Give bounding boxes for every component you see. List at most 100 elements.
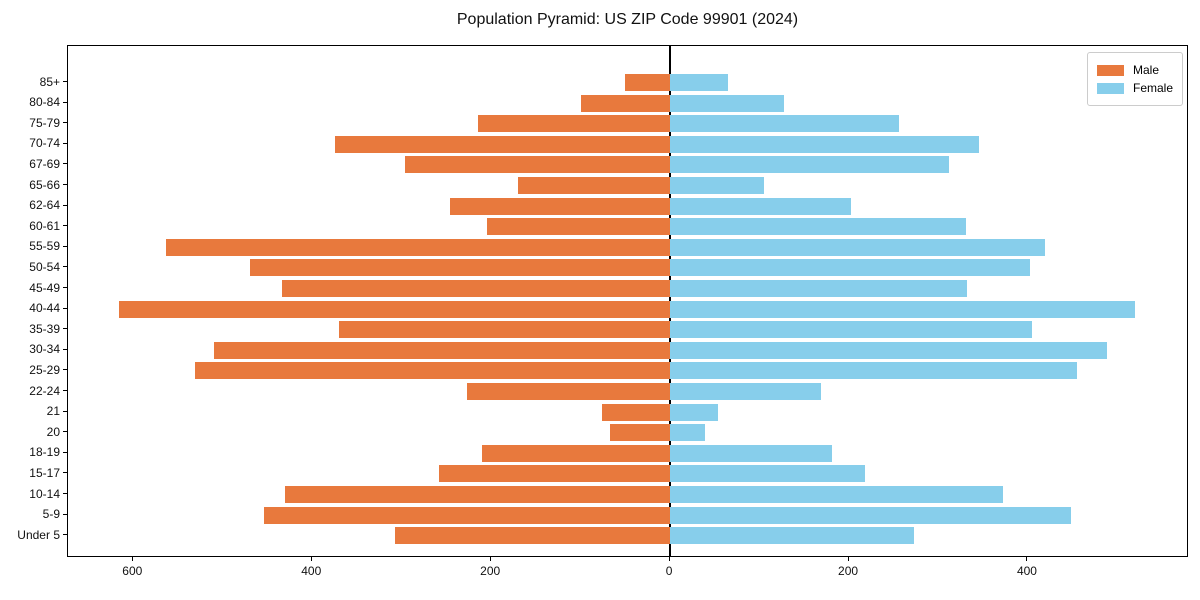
y-tick-label: 55-59 xyxy=(29,239,60,254)
bar-female xyxy=(670,94,784,112)
y-tick-label: 50-54 xyxy=(29,259,60,274)
bar-female xyxy=(670,465,866,483)
bar-male xyxy=(195,362,671,380)
bar-male xyxy=(580,94,671,112)
legend-female-swatch xyxy=(1097,82,1124,94)
y-tick-mark xyxy=(63,163,67,165)
bar-male xyxy=(625,74,671,91)
bar-male xyxy=(281,280,671,297)
y-tick-label: 75-79 xyxy=(29,115,60,130)
plot-area xyxy=(67,45,1188,557)
legend: Male Female xyxy=(1087,52,1183,106)
bar-female xyxy=(670,527,915,545)
bar-female xyxy=(670,444,833,462)
legend-female-label: Female xyxy=(1133,81,1174,95)
bar-female xyxy=(670,156,950,174)
x-tick-mark xyxy=(1026,557,1028,561)
bar-female xyxy=(670,177,765,194)
bar-male xyxy=(450,197,671,215)
bar-male xyxy=(213,341,671,359)
bar-female xyxy=(670,197,851,215)
x-tick-mark xyxy=(847,557,849,561)
chart-title: Population Pyramid: US ZIP Code 99901 (2… xyxy=(456,11,799,28)
y-tick-label: 85+ xyxy=(39,74,60,89)
y-tick-mark xyxy=(63,266,67,268)
bar-male xyxy=(339,321,671,339)
legend-male-swatch xyxy=(1097,64,1124,76)
y-tick-mark xyxy=(63,81,67,82)
y-tick-label: 60-61 xyxy=(29,218,60,233)
bar-male xyxy=(610,424,671,442)
y-tick-label: 70-74 xyxy=(29,136,60,151)
bar-male xyxy=(486,218,671,236)
y-tick-label: 40-44 xyxy=(29,301,60,316)
y-tick-mark xyxy=(63,513,67,515)
y-tick-mark xyxy=(63,493,67,494)
x-tick-mark xyxy=(489,557,491,561)
bar-male xyxy=(165,238,671,256)
x-tick-label: 200 xyxy=(480,564,501,578)
bar-male xyxy=(263,506,671,524)
x-tick-label: 400 xyxy=(1016,564,1037,578)
y-tick-mark xyxy=(63,307,67,309)
y-tick-mark xyxy=(63,287,67,288)
y-tick-label: 20 xyxy=(46,424,60,439)
bar-male xyxy=(477,115,671,133)
bar-female xyxy=(670,321,1032,339)
x-tick-label: 0 xyxy=(665,564,673,578)
bar-female xyxy=(670,280,968,297)
y-tick-label: 18-19 xyxy=(29,445,60,460)
x-tick-mark xyxy=(310,557,312,561)
y-tick-label: 65-66 xyxy=(29,177,60,192)
y-tick-label: 15-17 xyxy=(29,465,60,480)
y-tick-label: 45-49 xyxy=(29,280,60,295)
y-tick-label: 80-84 xyxy=(29,95,60,110)
y-tick-label: Under 5 xyxy=(17,527,60,542)
y-tick-mark xyxy=(63,348,67,350)
y-tick-label: 25-29 xyxy=(29,362,60,377)
bar-male xyxy=(395,527,671,545)
bar-male xyxy=(482,444,671,462)
y-tick-mark xyxy=(63,328,67,330)
bar-female xyxy=(670,362,1078,380)
bar-female xyxy=(670,383,822,400)
bar-female xyxy=(670,486,1003,503)
x-tick-mark xyxy=(131,557,133,561)
legend-male-label: Male xyxy=(1133,63,1160,77)
y-tick-mark xyxy=(63,101,67,103)
y-tick-label: 5-9 xyxy=(42,507,60,522)
x-tick-label: 200 xyxy=(838,564,859,578)
bar-female xyxy=(670,74,729,91)
y-tick-mark xyxy=(63,142,67,144)
x-tick-label: 400 xyxy=(301,564,322,578)
y-tick-mark xyxy=(63,204,67,206)
legend-female-entry: Female xyxy=(1097,80,1173,96)
y-tick-label: 10-14 xyxy=(29,486,60,501)
bar-female xyxy=(670,341,1107,359)
bar-male xyxy=(118,300,671,318)
y-tick-mark xyxy=(63,410,67,412)
bar-female xyxy=(670,135,979,153)
y-tick-label: 21 xyxy=(46,404,60,419)
y-tick-label: 22-24 xyxy=(29,383,60,398)
bar-male xyxy=(334,135,671,153)
bar-male xyxy=(285,486,671,503)
y-tick-label: 67-69 xyxy=(29,156,60,171)
y-tick-label: 30-34 xyxy=(29,342,60,357)
y-tick-mark xyxy=(63,225,67,227)
bar-female xyxy=(670,259,1030,277)
y-tick-label: 62-64 xyxy=(29,198,60,213)
y-tick-mark xyxy=(63,369,67,371)
bar-male xyxy=(467,383,671,400)
bar-female xyxy=(670,424,705,442)
y-tick-mark xyxy=(63,451,67,453)
y-tick-mark xyxy=(63,431,67,433)
y-tick-mark xyxy=(63,390,67,391)
bar-female xyxy=(670,238,1045,256)
y-tick-mark xyxy=(63,534,67,536)
bar-female xyxy=(670,506,1071,524)
y-tick-mark xyxy=(63,472,67,474)
x-tick-label: 600 xyxy=(122,564,143,578)
bar-male xyxy=(602,403,671,421)
y-tick-mark xyxy=(63,184,67,185)
